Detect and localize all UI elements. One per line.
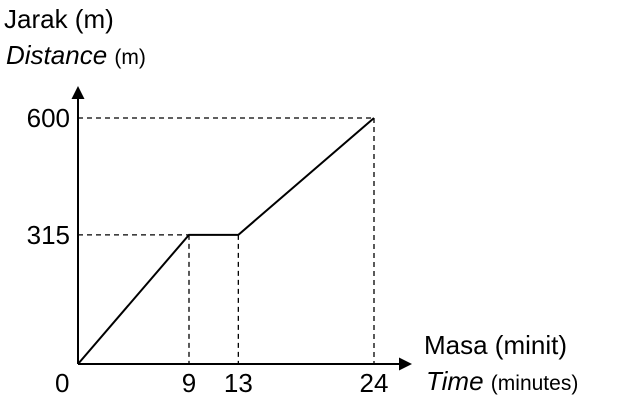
x-axis-label-english: Time	[426, 366, 484, 396]
y-axis-arrowhead	[71, 86, 85, 99]
y-axis-label-unit: (m)	[114, 46, 146, 69]
x-axis-label-malay: Masa (minit)	[424, 330, 568, 360]
y-axis-label-line1: Jarak (m)	[4, 4, 114, 34]
series-group	[77, 117, 375, 365]
y-tick-label-600: 600	[27, 103, 70, 133]
y-axis-label-english: Distance	[6, 40, 108, 70]
tick-labels: 0 315 600 9 13 24	[27, 103, 389, 398]
dashed-guide-lines	[78, 117, 375, 364]
distance-time-line	[77, 117, 375, 365]
y-axis-label-malay: Jarak (m)	[4, 4, 114, 34]
x-axis-label-line2: Time (minutes)	[426, 366, 578, 399]
x-tick-label-9: 9	[182, 368, 196, 398]
axes	[71, 86, 412, 371]
origin-label: 0	[55, 368, 69, 398]
y-axis-label-line2: Distance (m)	[6, 40, 146, 73]
x-tick-label-13: 13	[224, 368, 253, 398]
x-tick-label-24: 24	[360, 368, 389, 398]
y-tick-label-315: 315	[27, 220, 70, 250]
x-axis-label-line1: Masa (minit)	[424, 330, 567, 360]
x-axis-arrowhead	[399, 357, 412, 371]
x-axis-label-unit: (minutes)	[490, 372, 579, 395]
